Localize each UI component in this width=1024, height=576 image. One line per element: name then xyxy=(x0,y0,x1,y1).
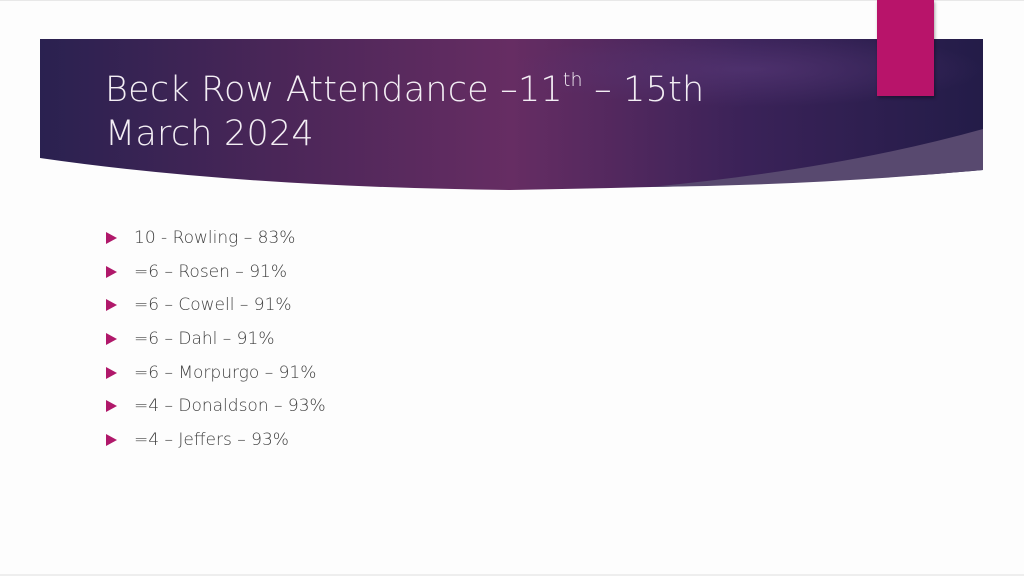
title-superscript: th xyxy=(562,69,583,91)
list-item-text: =4 – Jeffers – 93% xyxy=(134,429,289,450)
top-border xyxy=(0,0,1024,1)
triangle-right-icon xyxy=(106,265,117,278)
list-item: =6 – Dahl – 91% xyxy=(105,322,326,356)
triangle-right-icon xyxy=(106,366,117,379)
slide-title: Beck Row Attendance –11th – 15th March 2… xyxy=(105,68,845,156)
list-item-text: =6 – Rosen – 91% xyxy=(134,261,287,282)
triangle-right-icon xyxy=(106,299,117,312)
bottom-border xyxy=(0,574,1024,576)
list-item: =6 – Rosen – 91% xyxy=(105,255,326,289)
list-item-text: =6 – Morpurgo – 91% xyxy=(134,362,317,383)
triangle-right-icon xyxy=(106,231,117,244)
triangle-right-icon xyxy=(106,433,117,446)
title-banner xyxy=(40,39,983,191)
list-item: =4 – Donaldson – 93% xyxy=(105,389,326,423)
triangle-right-icon xyxy=(106,400,117,413)
accent-tab xyxy=(877,0,934,96)
attendance-list: 10 - Rowling – 83% =6 – Rosen – 91% =6 –… xyxy=(105,221,326,457)
list-item-text: =6 – Dahl – 91% xyxy=(134,328,275,349)
triangle-right-icon xyxy=(106,332,117,345)
list-item: 10 - Rowling – 83% xyxy=(105,221,326,255)
list-item-text: =4 – Donaldson – 93% xyxy=(134,396,326,417)
list-item: =6 – Morpurgo – 91% xyxy=(105,356,326,390)
title-text: Beck Row Attendance –11 xyxy=(105,70,563,110)
list-item-text: =6 – Cowell – 91% xyxy=(134,295,292,316)
title-text-end: – 15th xyxy=(582,70,705,110)
title-line2: March 2024 xyxy=(105,114,314,154)
list-item-text: 10 - Rowling – 83% xyxy=(134,227,296,248)
banner-shape xyxy=(40,39,983,190)
list-item: =4 – Jeffers – 93% xyxy=(105,423,326,457)
list-item: =6 – Cowell – 91% xyxy=(105,288,326,322)
title-line1: Beck Row Attendance –11th – 15th xyxy=(105,70,704,110)
